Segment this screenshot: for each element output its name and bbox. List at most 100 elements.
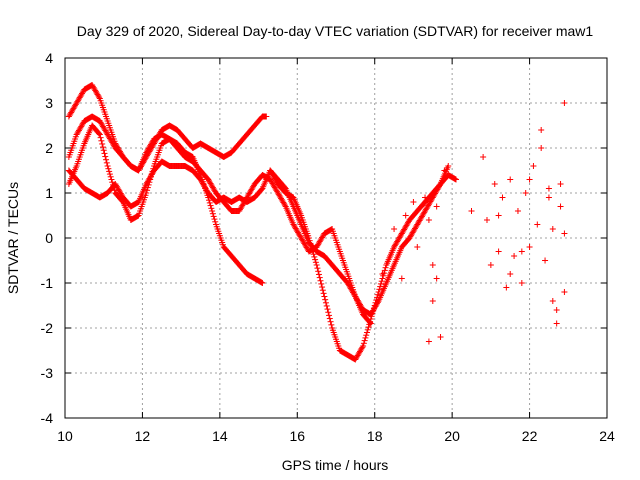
data-point <box>530 163 537 169</box>
data-point <box>322 296 329 303</box>
data-point <box>150 165 157 172</box>
y-axis-label: SDTVAR / TECUs <box>5 182 21 294</box>
data-point <box>379 271 386 277</box>
data-point <box>311 253 318 260</box>
data-point <box>483 217 490 223</box>
data-point <box>542 257 549 264</box>
x-tick-label: 16 <box>289 428 305 444</box>
data-point <box>96 131 103 138</box>
data-point <box>402 212 409 219</box>
data-point <box>106 168 113 175</box>
data-point <box>206 197 213 204</box>
data-point <box>144 184 151 191</box>
data-point <box>211 216 218 223</box>
data-point <box>360 340 367 347</box>
data-point <box>545 194 552 201</box>
data-point <box>319 284 326 291</box>
data-point <box>382 264 389 271</box>
data-point <box>328 321 335 328</box>
data-point <box>511 253 518 259</box>
data-point <box>312 256 319 263</box>
data-point <box>553 307 560 313</box>
data-point <box>561 289 568 295</box>
data-point <box>538 145 545 151</box>
data-point <box>549 226 556 232</box>
data-point <box>557 203 564 210</box>
data-point <box>518 248 525 255</box>
data-point <box>315 268 322 275</box>
data-point <box>480 154 487 160</box>
chart-title: Day 329 of 2020, Sidereal Day-to-day VTE… <box>77 23 594 39</box>
data-point <box>429 262 436 268</box>
data-point <box>410 199 417 205</box>
data-marks <box>65 82 568 363</box>
data-point <box>321 293 328 300</box>
data-point <box>507 176 514 183</box>
data-point <box>148 171 155 178</box>
data-point <box>387 253 394 259</box>
data-point <box>322 299 329 306</box>
data-point <box>263 113 270 120</box>
x-tick-label: 22 <box>522 428 538 444</box>
data-point <box>103 156 110 163</box>
data-point <box>326 315 333 322</box>
data-point <box>363 332 370 339</box>
data-point <box>325 309 332 316</box>
y-tick-label: 3 <box>45 95 53 111</box>
data-point <box>362 334 369 341</box>
data-point <box>441 167 448 174</box>
data-point <box>391 226 398 232</box>
data-point <box>259 280 266 286</box>
data-point <box>495 248 502 255</box>
data-point <box>326 312 333 319</box>
data-point <box>101 150 108 157</box>
y-tick-label: -3 <box>41 365 54 381</box>
data-point <box>208 205 215 212</box>
data-point <box>102 153 109 160</box>
data-point <box>526 176 533 183</box>
y-tick-label: 0 <box>45 230 53 246</box>
x-tick-label: 24 <box>599 428 615 444</box>
data-point <box>323 302 330 309</box>
data-point <box>144 187 151 194</box>
data-point <box>518 280 525 286</box>
data-point <box>507 271 514 277</box>
data-point <box>378 278 385 285</box>
y-tick-label: -2 <box>41 320 54 336</box>
data-point <box>359 344 366 351</box>
data-point <box>147 173 154 180</box>
data-point <box>445 163 452 169</box>
data-point <box>106 171 113 178</box>
data-point <box>437 334 444 340</box>
data-point <box>327 318 334 325</box>
data-point <box>316 274 323 281</box>
data-point <box>111 187 118 194</box>
data-point <box>310 251 317 258</box>
data-point <box>549 298 556 304</box>
data-point <box>96 130 103 137</box>
y-axis-ticks: -4 -3 -2 -1 0 1 2 3 4 <box>41 50 607 426</box>
x-tick-label: 20 <box>444 428 460 444</box>
data-point <box>314 265 321 272</box>
data-point <box>376 286 383 293</box>
data-point <box>209 208 216 214</box>
data-point <box>110 181 117 188</box>
data-point <box>315 271 322 278</box>
x-axis-label: GPS time / hours <box>282 457 389 473</box>
data-point <box>107 173 114 180</box>
data-point <box>433 275 440 282</box>
y-tick-label: -4 <box>41 410 54 426</box>
data-point <box>324 306 331 313</box>
data-point <box>360 343 367 349</box>
data-point <box>398 275 405 282</box>
data-point <box>207 202 214 209</box>
y-tick-label: 2 <box>45 140 53 156</box>
data-point <box>99 144 106 151</box>
data-point <box>149 168 156 175</box>
data-point <box>210 213 217 220</box>
data-point <box>312 259 319 266</box>
data-point <box>97 134 104 141</box>
data-point <box>317 277 324 284</box>
data-point <box>429 298 436 304</box>
